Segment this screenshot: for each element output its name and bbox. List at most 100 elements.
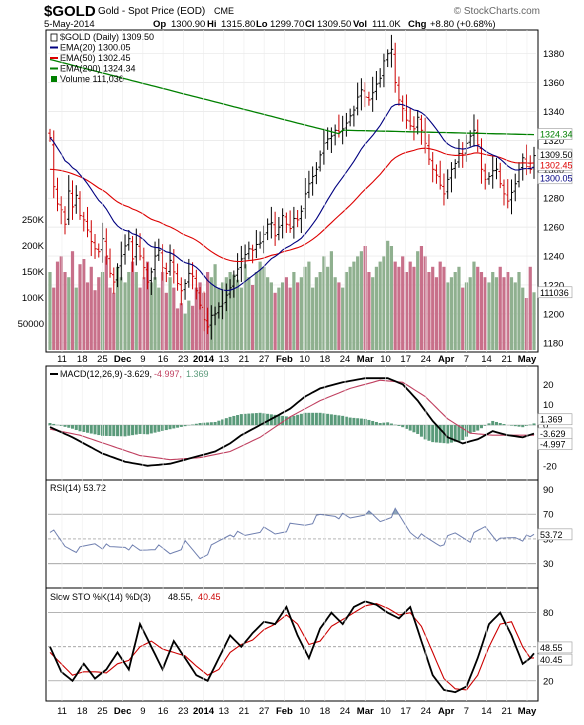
sto-legend-label: Slow STO %K(14) %D(3) [50,592,151,602]
volume-tick-label: 200K [22,241,45,252]
watermark: © StockCharts.com [454,6,540,17]
date-tick-label-bottom: 17 [400,706,411,717]
price-bar [419,114,424,145]
date-tick-label: 10 [380,354,391,365]
volume-bar [97,277,101,350]
macd-histogram-bar [63,425,67,427]
macd-line [49,377,535,467]
sto-legend-k: 48.55, [168,592,193,602]
volume-bar [412,266,416,350]
macd-histogram-bar [348,417,352,426]
price-bar [352,105,356,127]
macd-histogram-bar [419,425,423,437]
date-tick-label: 21 [501,354,512,365]
macd-histogram-bar [172,425,176,429]
macd-histogram-bar [528,424,532,426]
volume-bar [78,264,82,350]
macd-histogram-bar [322,413,326,426]
date-tick-label-bottom: 27 [259,706,270,717]
macd-histogram-bar [104,425,108,436]
macd-histogram-bar [472,425,476,432]
price-tick-label: 1220 [543,280,564,291]
volume-bar [281,282,285,350]
date-tick-label: 11 [57,354,67,365]
macd-histogram-bar [97,425,101,436]
macd-signal-line [49,379,534,461]
date-tick-label-bottom: 11 [57,706,67,717]
volume-bar [476,266,480,350]
macd-histogram-bar [468,425,472,434]
macd-histogram-bar [427,425,431,441]
volume-bar [145,261,150,350]
volume-bar [59,256,63,350]
chg-value: +8.80 (+0.68%) [430,19,496,30]
price-bar [393,42,397,93]
macd-histogram-bar [277,415,281,426]
macd-histogram-bar [352,417,356,426]
macd-histogram-bar [476,425,480,431]
date-tick-label: 27 [259,354,270,365]
macd-histogram-bar [78,425,82,432]
price-tick-label: 1360 [543,78,564,89]
price-bar [318,150,322,172]
ema20-value-label: 1300.05 [540,174,573,184]
price-bar [513,173,518,202]
macd-tick-label: 10 [543,400,554,411]
macd-histogram-bar [232,415,236,426]
volume-bar [386,240,390,350]
macd-value-label: -3.629 [540,429,566,439]
macd-histogram-bar [299,413,303,426]
volume-bar [389,246,394,350]
macd-tick-label: 20 [543,380,554,391]
price-bar [228,279,232,299]
date-tick-label: 23 [178,354,189,365]
date-tick-label: Mar [357,354,374,365]
macd-histogram-bar [273,414,277,426]
macd-histogram-bar [397,425,401,426]
price-bar [179,277,184,306]
price-bar [502,179,506,206]
price-bar [295,210,300,228]
volume-bar [251,285,255,350]
macd-histogram-bar [532,423,536,426]
volume-bar [190,305,195,350]
macd-histogram-bar [314,412,318,426]
volume-bar [224,277,228,350]
volume-bar [160,272,165,350]
price-bar [359,78,364,111]
macd-histogram-bar [509,425,513,426]
volume-bar [108,287,112,350]
legend-swatch [51,76,57,82]
date-tick-label-bottom: 23 [178,706,189,717]
macd-histogram-bar [502,424,506,426]
macd-histogram-bar [112,425,116,437]
price-bar [528,155,533,174]
price-bar [104,228,109,265]
volume-bar [228,272,232,350]
volume-bar [243,264,247,350]
date-tick-label: May [518,354,537,365]
macd-histogram-bar [194,423,198,426]
price-bar [472,114,476,147]
macd-histogram-bar [461,425,465,441]
volume-bar [423,256,427,350]
volume-tick-label: 250K [22,215,45,226]
volume-bar [82,259,86,350]
rsi-tick-label: 90 [543,485,554,496]
macd-tick-label: 0 [543,421,548,432]
date-tick-label: 9 [140,354,145,365]
price-bar [115,263,120,288]
volume-bar [70,251,75,350]
macd-histogram-bar [341,415,345,426]
volume-bar [457,266,461,350]
price-bar [453,159,458,179]
macd-histogram-bar [524,425,528,426]
date-tick-label-bottom: 7 [464,706,469,717]
volume-bar [138,287,142,350]
price-bar [123,234,127,265]
date-label: 5-May-2014 [44,19,95,30]
macd-histogram-bar [438,425,442,443]
macd-histogram-bar [487,423,491,426]
price-bar [78,191,82,220]
